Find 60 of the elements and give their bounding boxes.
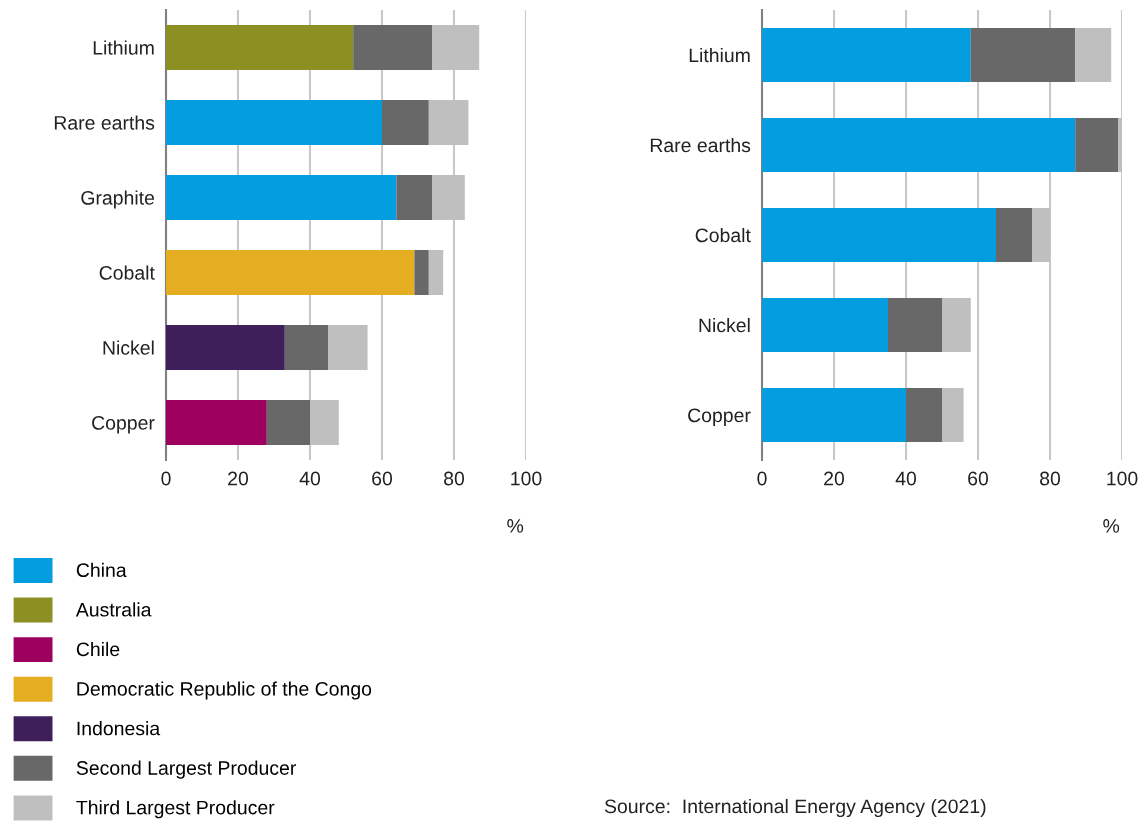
y-tick-label: Rare earths — [54, 115, 155, 130]
bar — [942, 298, 971, 352]
y-tick-label: Graphite — [81, 190, 155, 209]
bar — [166, 325, 285, 370]
legend-label: Indonesia — [77, 721, 161, 736]
bar — [762, 28, 971, 82]
bar — [166, 100, 382, 145]
y-tick-label: Cobalt — [99, 265, 155, 280]
bar — [166, 175, 397, 220]
source-note: Source: International Energy Agency (2021) — [604, 798, 986, 818]
x-tick-label: 40 — [299, 471, 321, 486]
legend-label: Chile — [76, 641, 120, 657]
bar — [266, 400, 310, 445]
bar — [284, 325, 328, 370]
bar — [888, 298, 942, 352]
y-tick-label: Nickel — [699, 317, 750, 333]
x-tick-label: 60 — [968, 471, 989, 486]
bar — [166, 25, 354, 70]
bar — [382, 100, 429, 145]
x-tick-label: 0 — [161, 471, 171, 486]
bar — [166, 250, 415, 295]
bar — [762, 118, 1076, 172]
bar — [1075, 28, 1112, 82]
bar — [353, 25, 433, 70]
legend-label: Australia — [75, 602, 152, 617]
bar — [414, 250, 429, 295]
x-tick-label: 20 — [824, 471, 845, 486]
legend-label: Third Largest Producer — [76, 800, 275, 819]
bar — [996, 208, 1032, 262]
x-axis-title: % — [1103, 519, 1120, 533]
y-tick-label: Rare earths — [650, 137, 751, 153]
y-tick-label: Nickel — [103, 340, 154, 355]
y-tick-label: Copper — [688, 408, 751, 427]
bar — [762, 208, 996, 262]
y-tick-label: Lithium — [689, 47, 750, 63]
bar — [970, 28, 1076, 82]
bar — [906, 388, 942, 442]
bar — [396, 175, 433, 220]
bar — [1075, 118, 1119, 172]
legend-label: China — [76, 562, 127, 578]
y-tick-label: Lithium — [93, 40, 154, 55]
legend-label: Democratic Republic of the Congo — [77, 681, 372, 700]
x-tick-label: 0 — [757, 471, 767, 486]
x-tick-label: 20 — [228, 471, 249, 486]
bar — [328, 325, 368, 370]
y-tick-label: Copper — [92, 415, 155, 434]
x-tick-label: 80 — [444, 471, 465, 486]
x-tick-label: 40 — [895, 471, 917, 486]
bar — [166, 400, 267, 445]
x-tick-label: 100 — [511, 471, 542, 486]
x-tick-label: 80 — [1040, 471, 1061, 486]
bar — [942, 388, 964, 442]
legend-label: Second Largest Producer — [76, 760, 297, 779]
bar — [762, 298, 888, 352]
bar — [428, 250, 444, 295]
bar — [762, 388, 906, 442]
x-tick-label: 100 — [1107, 471, 1138, 486]
x-axis-title: % — [507, 519, 524, 533]
y-tick-label: Cobalt — [695, 227, 751, 243]
x-tick-label: 60 — [372, 471, 393, 486]
